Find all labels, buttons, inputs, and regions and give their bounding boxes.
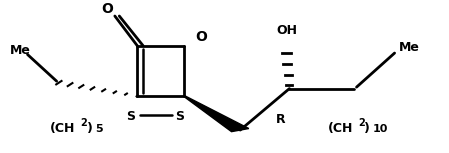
Text: O: O xyxy=(101,2,113,16)
Text: (CH: (CH xyxy=(327,122,353,135)
Text: 2: 2 xyxy=(358,118,365,128)
Polygon shape xyxy=(184,96,249,132)
Text: (CH: (CH xyxy=(50,122,75,135)
Text: Me: Me xyxy=(9,44,31,57)
Text: OH: OH xyxy=(277,24,298,37)
Text: R: R xyxy=(276,113,285,126)
Text: 2: 2 xyxy=(80,118,87,128)
Text: Me: Me xyxy=(399,41,420,54)
Text: ): ) xyxy=(87,122,92,135)
Text: 5: 5 xyxy=(95,124,102,134)
Text: S: S xyxy=(126,110,135,123)
Text: O: O xyxy=(195,30,207,44)
Text: ): ) xyxy=(364,122,370,135)
Text: 10: 10 xyxy=(372,124,387,134)
Text: S: S xyxy=(175,110,184,123)
